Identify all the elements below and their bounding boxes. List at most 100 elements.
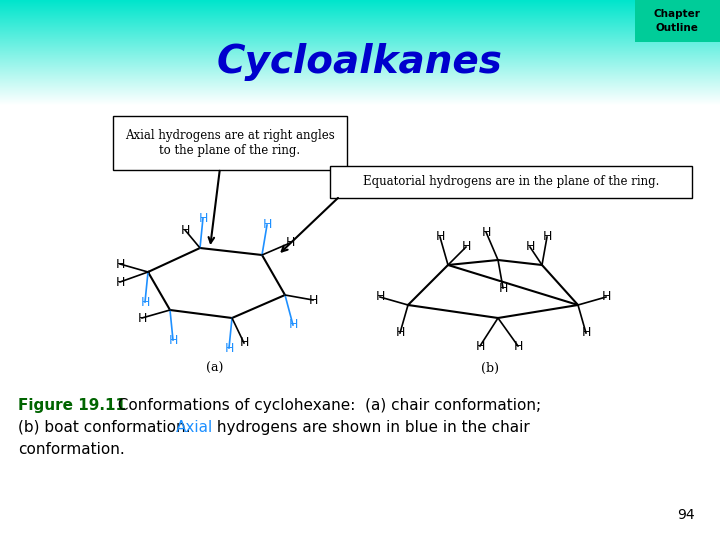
Bar [0, 70, 720, 71]
Text: H: H [581, 327, 590, 340]
Bar [0, 20, 720, 21]
Bar [0, 86, 720, 87]
Bar [0, 82, 720, 83]
Bar [0, 89, 720, 90]
Bar [0, 76, 720, 77]
Bar [0, 6, 720, 7]
Bar [0, 46, 720, 47]
Bar [0, 34, 720, 35]
Bar [0, 38, 720, 39]
Bar [0, 30, 720, 31]
Bar [0, 51, 720, 52]
Text: H: H [462, 240, 471, 253]
Bar [0, 36, 720, 37]
Bar [0, 15, 720, 16]
Bar [0, 98, 720, 99]
Text: H: H [140, 295, 150, 308]
Bar [0, 12, 720, 13]
Bar [0, 97, 720, 98]
Bar [0, 39, 720, 40]
Text: H: H [308, 294, 318, 307]
Bar [0, 1, 720, 2]
Bar [0, 40, 720, 41]
Text: H: H [225, 341, 234, 354]
Text: H: H [436, 231, 445, 244]
Text: H: H [288, 319, 297, 332]
Bar [0, 72, 720, 73]
Bar [0, 99, 720, 100]
Bar [0, 7, 720, 8]
Bar [0, 47, 720, 48]
Bar [0, 78, 720, 79]
Bar [0, 52, 720, 53]
Bar [0, 58, 720, 59]
Text: Axial hydrogens are at right angles
to the plane of the ring.: Axial hydrogens are at right angles to t… [125, 129, 335, 157]
Bar [0, 41, 720, 42]
Bar [0, 44, 720, 45]
Text: Axial: Axial [176, 420, 213, 435]
Text: H: H [180, 224, 189, 237]
Text: Figure 19.11: Figure 19.11 [18, 398, 126, 413]
Text: H: H [115, 275, 125, 288]
Bar [0, 96, 720, 97]
Text: H: H [138, 312, 147, 325]
Bar [0, 104, 720, 105]
Bar [0, 60, 720, 61]
Bar [0, 37, 720, 38]
Bar [0, 42, 720, 43]
Bar [0, 24, 720, 25]
Text: H: H [115, 258, 125, 271]
Bar [0, 35, 720, 36]
Text: conformation.: conformation. [18, 442, 125, 457]
Bar [0, 23, 720, 24]
Text: Equatorial hydrogens are in the plane of the ring.: Equatorial hydrogens are in the plane of… [363, 176, 660, 188]
Bar [0, 14, 720, 15]
Bar [0, 83, 720, 84]
Bar [0, 0, 720, 1]
Bar [0, 69, 720, 70]
Bar [0, 61, 720, 62]
Bar [0, 100, 720, 101]
Text: H: H [285, 237, 294, 249]
Text: H: H [526, 240, 535, 253]
Bar [0, 5, 720, 6]
Bar [0, 93, 720, 94]
Bar [0, 63, 720, 64]
Text: (b) boat conformation.: (b) boat conformation. [18, 420, 200, 435]
Bar [0, 33, 720, 34]
Bar [0, 49, 720, 50]
Bar [0, 73, 720, 74]
Text: H: H [262, 219, 271, 232]
Bar [0, 4, 720, 5]
Text: (a): (a) [207, 361, 224, 375]
Bar [0, 102, 720, 103]
Bar [0, 2, 720, 3]
Text: H: H [498, 281, 508, 294]
Bar [0, 68, 720, 69]
Bar [0, 91, 720, 92]
Bar [0, 75, 720, 76]
Bar [0, 54, 720, 55]
Text: hydrogens are shown in blue in the chair: hydrogens are shown in blue in the chair [212, 420, 530, 435]
Bar [0, 88, 720, 89]
Bar [0, 56, 720, 57]
Bar [0, 27, 720, 28]
Bar [0, 77, 720, 78]
Text: H: H [601, 291, 611, 303]
Bar [0, 50, 720, 51]
Text: Chapter
Outline: Chapter Outline [654, 9, 701, 32]
Text: H: H [168, 334, 178, 347]
Bar [0, 59, 720, 60]
Bar [0, 84, 720, 85]
Bar [0, 17, 720, 18]
Bar [0, 81, 720, 82]
Bar [0, 11, 720, 12]
Bar [0, 10, 720, 11]
FancyBboxPatch shape [113, 116, 347, 170]
Bar [0, 55, 720, 56]
Bar [0, 71, 720, 72]
Bar [0, 19, 720, 20]
Bar [0, 94, 720, 95]
Bar [0, 65, 720, 66]
Bar [0, 66, 720, 67]
